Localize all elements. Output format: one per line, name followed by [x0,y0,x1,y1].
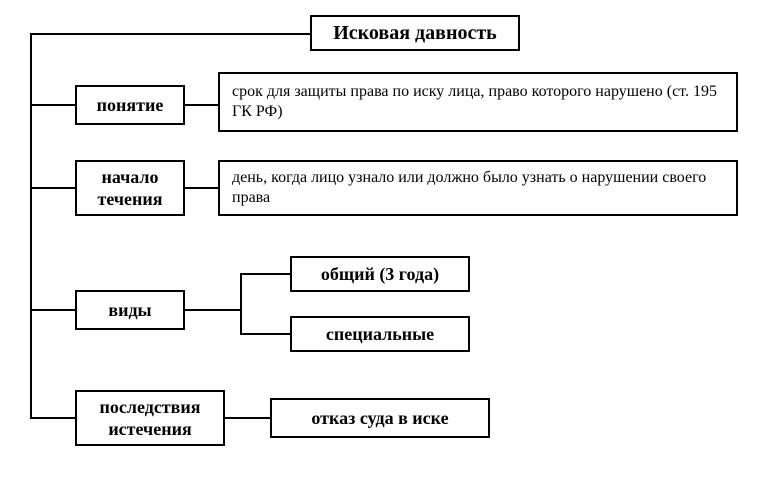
node-nachalo-label: начало течения [85,166,175,211]
node-otkaz: отказ суда в иске [270,398,490,438]
branch1-to-desc [185,104,218,106]
node-nachalo: начало течения [75,160,185,216]
root-title-box: Исковая давность [310,15,520,51]
vidy-fork-top [240,273,290,275]
node-obshchiy: общий (3 года) [290,256,470,292]
node-ponyatie-label: понятие [97,94,164,117]
vidy-stem [185,309,240,311]
spine-line [30,33,32,418]
desc-ponyatie: срок для защиты права по иску лица, прав… [218,72,738,132]
node-obshchiy-label: общий (3 года) [321,263,439,286]
node-posledstviya: последствия истечения [75,390,225,446]
branch1-stub [30,104,75,106]
branch2-to-desc [185,187,218,189]
vidy-fork-vert [240,273,242,335]
root-title: Исковая давность [333,21,497,46]
node-otkaz-label: отказ суда в иске [311,407,448,430]
node-specialnye: специальные [290,316,470,352]
vidy-fork-bot [240,333,290,335]
branch3-stub [30,309,75,311]
desc-nachalo-text: день, когда лицо узнало или должно было … [232,168,724,208]
branch4-to-desc [225,417,270,419]
spine-to-root [30,33,310,35]
node-vidy-label: виды [108,299,151,322]
node-posledstviya-label: последствия истечения [85,396,215,441]
branch4-stub [30,417,75,419]
desc-ponyatie-text: срок для защиты права по иску лица, прав… [232,82,724,122]
branch2-stub [30,187,75,189]
node-ponyatie: понятие [75,85,185,125]
desc-nachalo: день, когда лицо узнало или должно было … [218,160,738,216]
node-specialnye-label: специальные [326,323,434,346]
node-vidy: виды [75,290,185,330]
